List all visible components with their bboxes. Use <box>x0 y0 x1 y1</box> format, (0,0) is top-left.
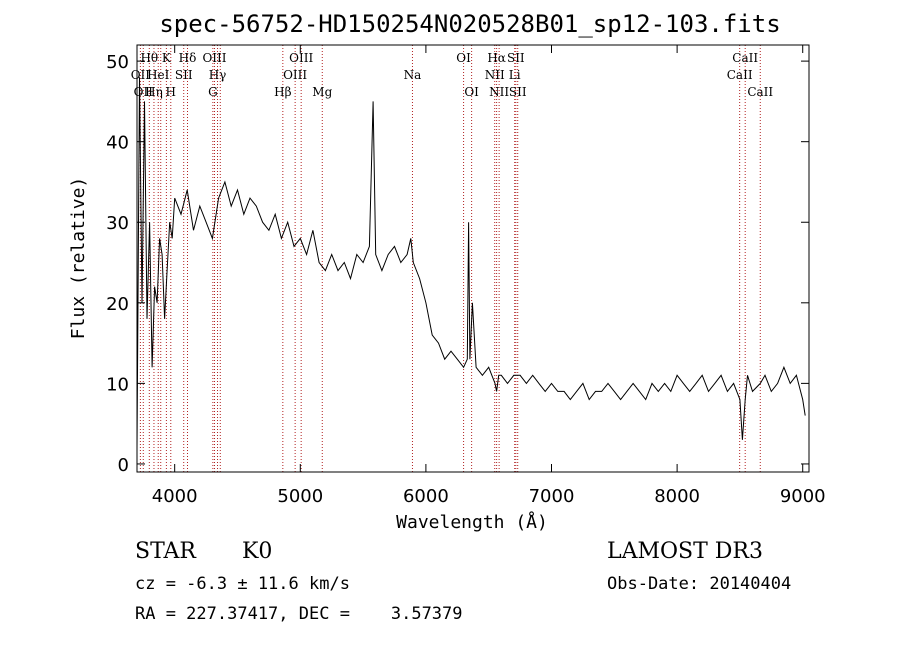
line-label: Na <box>404 68 422 82</box>
line-label: CaII <box>747 85 773 99</box>
plot-frame <box>136 44 810 473</box>
line-label: OIII <box>283 68 307 82</box>
object-subclass: K0 <box>242 539 273 564</box>
y-tick-label: 10 <box>106 374 129 395</box>
line-label: K <box>162 51 172 65</box>
line-label: OIII <box>202 51 226 65</box>
object-class: STAR <box>135 539 196 564</box>
emission-line-labels: OII OII Hθ Hη HeI K H SII Hδ G OIII Hγ Hβ OIII OIII Mg N… <box>131 51 774 99</box>
line-label: SII <box>507 51 525 65</box>
line-label: CaII <box>732 51 758 65</box>
ra-dec-line: RA = 227.37417, DEC = 3.57379 <box>135 604 463 624</box>
redshift-line: cz = -6.3 ± 11.6 km/s <box>135 574 350 594</box>
y-axis-ticks: 0 10 20 30 40 50 <box>106 52 809 476</box>
line-label: SII <box>509 85 527 99</box>
line-label: HeI <box>147 68 170 82</box>
line-label: OII <box>131 68 151 82</box>
line-label: OI <box>464 85 479 99</box>
y-tick-label: 40 <box>106 133 129 154</box>
line-label: OI <box>456 51 471 65</box>
x-tick-label: 8000 <box>654 486 700 507</box>
x-axis-ticks: 4000 5000 6000 7000 8000 9000 <box>152 45 826 507</box>
line-label: Li <box>509 68 521 82</box>
line-label: Hγ <box>209 68 227 82</box>
line-label: OIII <box>289 51 313 65</box>
line-label: CaII <box>727 68 753 82</box>
emission-line-markers <box>139 45 761 472</box>
line-label: SII <box>175 68 193 82</box>
x-tick-label: 6000 <box>403 486 449 507</box>
line-label: Hβ <box>274 85 291 99</box>
line-label: Hα <box>487 51 506 65</box>
line-label: OII <box>134 85 154 99</box>
chart-title: spec-56752-HD150254N020528B01_sp12-103.f… <box>159 10 780 38</box>
survey-name: LAMOST DR3 <box>607 539 763 564</box>
y-tick-label: 50 <box>106 52 129 73</box>
line-label: Hη <box>145 85 163 99</box>
y-tick-label: 20 <box>106 294 129 315</box>
line-label: Mg <box>312 85 332 99</box>
line-label: H <box>166 85 176 99</box>
line-label: Hθ <box>140 51 158 65</box>
line-label: Hδ <box>179 51 197 65</box>
observation-date: Obs-Date: 20140404 <box>607 574 792 594</box>
line-label: NII <box>485 68 505 82</box>
line-label: G <box>208 85 218 99</box>
spectrum-series <box>136 77 806 448</box>
x-tick-label: 4000 <box>152 486 198 507</box>
x-tick-label: 9000 <box>780 486 826 507</box>
y-tick-label: 0 <box>118 455 129 476</box>
x-tick-label: 5000 <box>277 486 323 507</box>
y-axis-label: Flux (relative) <box>68 177 89 340</box>
y-tick-label: 30 <box>106 213 129 234</box>
x-tick-label: 7000 <box>529 486 575 507</box>
line-label: NII <box>489 85 509 99</box>
x-axis-label: Wavelength (Å) <box>396 511 548 533</box>
